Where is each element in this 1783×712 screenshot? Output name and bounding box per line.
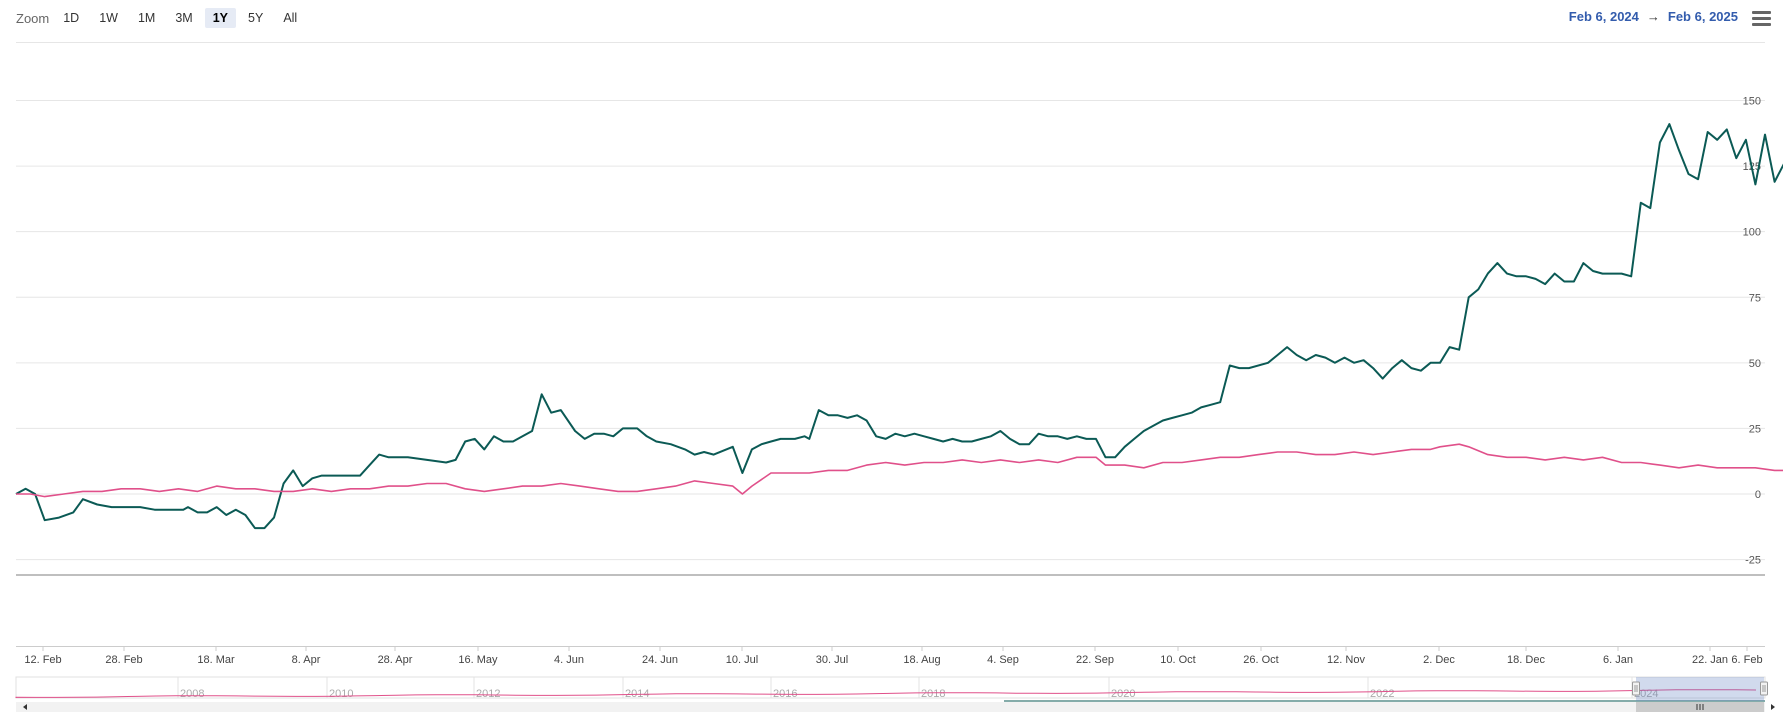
navigator-year-label: 2008 [180, 688, 204, 700]
x-tick-label: 28. Apr [378, 654, 413, 666]
x-tick-label: 18. Dec [1507, 654, 1545, 666]
navigator-handle-right[interactable] [1760, 681, 1768, 696]
x-tick-label: 2. Dec [1423, 654, 1455, 666]
x-tick-label: 12. Nov [1327, 654, 1365, 666]
zoom-3m-button[interactable]: 3M [175, 11, 193, 25]
x-tick-label: 26. Oct [1243, 654, 1278, 666]
zoom-1m-button[interactable]: 1M [137, 11, 156, 25]
navigator-year-label: 2020 [1111, 688, 1135, 700]
x-tick-label: 6. Feb [1731, 654, 1762, 666]
range-to-date[interactable]: Feb 6, 2025 [1667, 9, 1738, 24]
x-tick-label: 6. Jan [1603, 654, 1633, 666]
series-line-benchmark [16, 443, 1783, 498]
y-tick-label: -25 [1745, 555, 1761, 567]
x-tick-label: 22. Sep [1076, 654, 1114, 666]
y-tick-label: 0 [1755, 489, 1761, 501]
navigator-year-label: 2012 [476, 688, 500, 700]
zoom-toolbar: Zoom 1D 1W 1M 3M 1Y 5Y All [16, 7, 305, 29]
zoom-label: Zoom [16, 10, 50, 26]
navigator [15, 676, 1766, 699]
date-range: Feb 6, 2024 → Feb 6, 2025 [1569, 9, 1738, 24]
y-tick-label: 150 [1743, 96, 1761, 108]
y-tick-label: 75 [1749, 292, 1761, 304]
navigator-year-label: 2024 [1634, 688, 1658, 700]
x-tick-label: 8. Apr [292, 654, 321, 666]
x-tick-label: 4. Sep [987, 654, 1019, 666]
zoom-1w-button[interactable]: 1W [99, 11, 118, 25]
navigator-year-label: 2022 [1370, 688, 1394, 700]
zoom-1d-button[interactable]: 1D [63, 11, 80, 25]
x-tick-label: 18. Aug [903, 654, 940, 666]
navigator-year-label: 2018 [921, 688, 945, 700]
y-tick-label: 50 [1749, 358, 1761, 370]
zoom-all-button[interactable]: All [283, 11, 298, 25]
x-tick-label: 22. Jan [1692, 654, 1728, 666]
series-line-main [15, 123, 1783, 530]
scrollbar-track[interactable] [16, 702, 1765, 712]
y-tick-label: 25 [1749, 423, 1761, 435]
navigator-selection[interactable] [1636, 677, 1764, 701]
zoom-1y-button[interactable]: 1Y [204, 8, 237, 28]
zoom-5y-button[interactable]: 5Y [248, 11, 264, 25]
navigator-series-benchmark [15, 689, 1757, 698]
x-tick-label: 10. Jul [726, 654, 758, 666]
navigator-handle-left[interactable] [1632, 681, 1640, 696]
navigator-year-label: 2010 [329, 688, 353, 700]
x-tick-label: 18. Mar [197, 654, 235, 666]
x-tick-label: 4. Jun [554, 654, 584, 666]
x-tick-label: 12. Feb [24, 654, 61, 666]
triangle-left-icon[interactable] [23, 704, 27, 710]
range-arrow: → [1646, 9, 1660, 24]
x-tick-label: 30. Jul [816, 654, 848, 666]
x-tick-label: 28. Feb [105, 654, 142, 666]
range-from-date[interactable]: Feb 6, 2024 [1568, 9, 1639, 24]
y-tick-label: 100 [1743, 227, 1761, 239]
triangle-right-icon[interactable] [1771, 704, 1775, 710]
hamburger-icon[interactable] [1752, 11, 1771, 26]
x-tick-label: 10. Oct [1160, 654, 1195, 666]
x-tick-label: 16. May [458, 654, 498, 666]
x-tick-label: 24. Jun [642, 654, 678, 666]
